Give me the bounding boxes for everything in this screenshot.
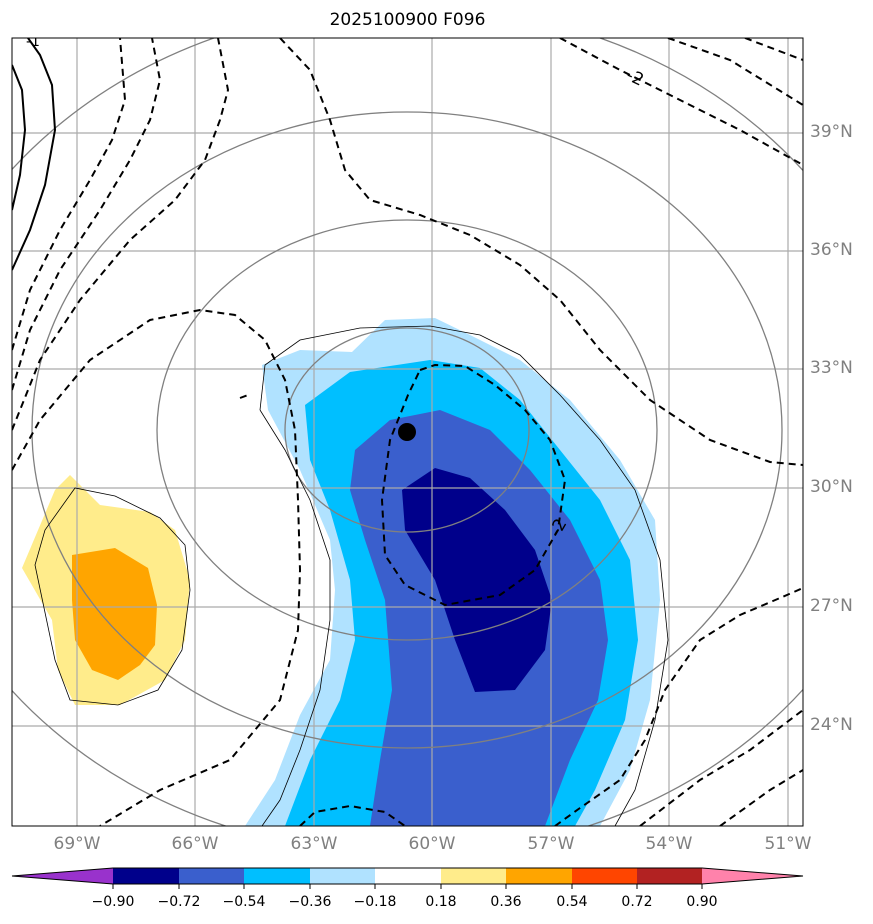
colorbar-extend-high bbox=[702, 868, 803, 884]
colorbar-bin bbox=[244, 868, 310, 884]
lon-label: 51°W bbox=[764, 834, 812, 854]
colorbar-bin bbox=[310, 868, 375, 884]
map-frame bbox=[11, 37, 804, 827]
lon-label: 57°W bbox=[527, 834, 575, 854]
lon-label: 69°W bbox=[53, 834, 101, 854]
colorbar-tick-label: −0.36 bbox=[288, 894, 332, 910]
colorbar-bin bbox=[572, 868, 637, 884]
dashed-contours bbox=[12, 38, 803, 826]
lon-label: 54°W bbox=[645, 834, 693, 854]
lat-label: 24°N bbox=[810, 715, 853, 735]
graticule bbox=[12, 38, 803, 826]
contour-label: -2 bbox=[623, 65, 647, 90]
lat-label: 39°N bbox=[810, 122, 853, 142]
colorbar-tick-label: 0.54 bbox=[556, 894, 588, 910]
storm-center-dot bbox=[398, 423, 416, 441]
thin-contours bbox=[34, 325, 669, 826]
colorbar-tick-label: −0.90 bbox=[91, 894, 135, 910]
shade-darkblue bbox=[402, 468, 552, 692]
lon-label: 63°W bbox=[290, 834, 338, 854]
colorbar-tick-label: 0.90 bbox=[686, 894, 718, 910]
lon-label: 60°W bbox=[408, 834, 456, 854]
colorbar-extend-low bbox=[12, 868, 113, 884]
map-title: 2025100900 F096 bbox=[329, 10, 486, 30]
lat-label: 30°N bbox=[810, 477, 853, 497]
colorbar-bin bbox=[113, 868, 179, 884]
colorbar-tick-label: 0.72 bbox=[621, 894, 653, 910]
colorbar-bin bbox=[375, 868, 441, 884]
colorbar-bin bbox=[441, 868, 506, 884]
colorbar-bin bbox=[506, 868, 572, 884]
lat-label: 27°N bbox=[810, 596, 853, 616]
colorbar-tick-label: −0.72 bbox=[157, 894, 201, 910]
colorbar-tick-label: 0.18 bbox=[425, 894, 457, 910]
lat-label: 33°N bbox=[810, 358, 853, 378]
colorbar-bin bbox=[637, 868, 702, 884]
solid-contours bbox=[12, 38, 57, 271]
contour-label: -1 bbox=[26, 34, 40, 50]
colorbar-tick-label: −0.18 bbox=[353, 894, 397, 910]
negative-anomaly-shading bbox=[245, 318, 660, 826]
colorbar bbox=[11, 867, 804, 889]
positive-anomaly-shading bbox=[22, 475, 190, 705]
lat-label: 36°N bbox=[810, 240, 853, 260]
shade-orange bbox=[72, 548, 157, 680]
lon-label: 66°W bbox=[171, 834, 219, 854]
colorbar-tick-label: −0.54 bbox=[222, 894, 266, 910]
colorbar-bin bbox=[179, 868, 244, 884]
colorbar-tick-label: 0.36 bbox=[490, 894, 522, 910]
